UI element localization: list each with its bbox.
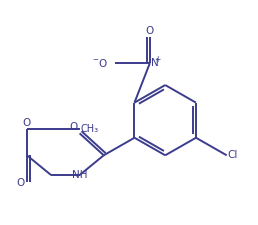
Text: +: + xyxy=(154,55,161,64)
Text: N: N xyxy=(151,58,159,68)
Text: O: O xyxy=(23,118,31,128)
Text: O: O xyxy=(17,178,25,188)
Text: O: O xyxy=(69,122,77,132)
Text: NH: NH xyxy=(72,170,87,180)
Text: $^{-}$O: $^{-}$O xyxy=(92,57,108,69)
Text: CH₃: CH₃ xyxy=(81,124,99,134)
Text: Cl: Cl xyxy=(228,150,238,160)
Text: O: O xyxy=(146,26,154,36)
